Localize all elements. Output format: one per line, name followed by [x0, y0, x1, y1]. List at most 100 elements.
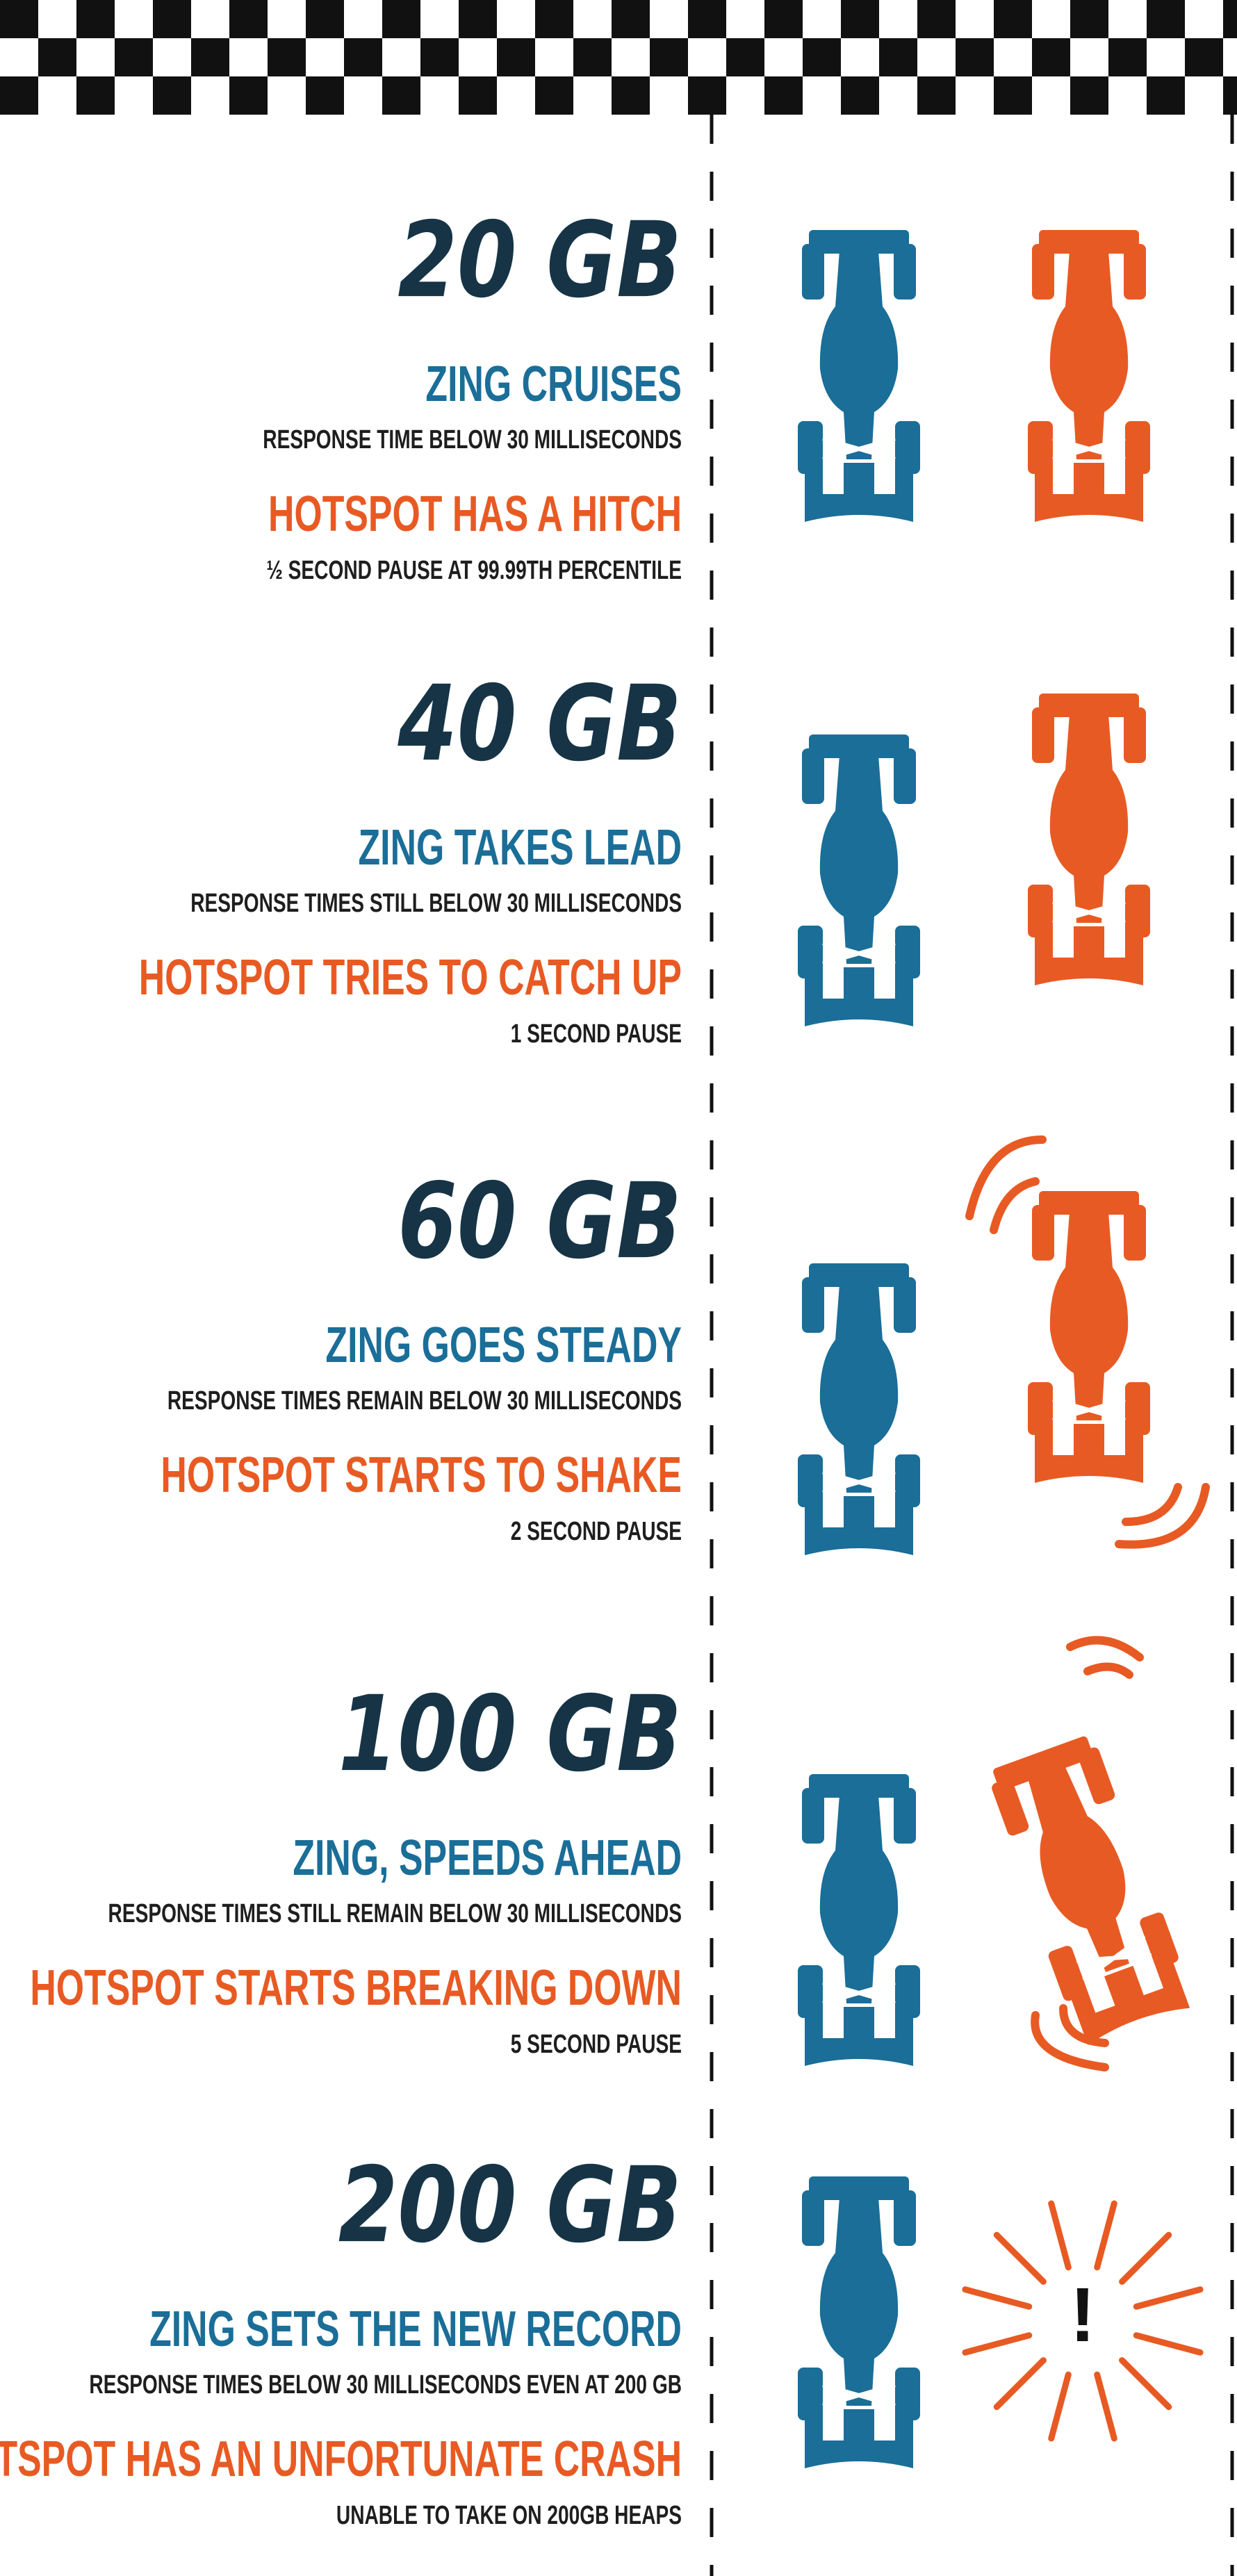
crash-ray [965, 2336, 1029, 2353]
checker-square [306, 0, 344, 38]
checker-square [38, 38, 76, 76]
checker-square [344, 38, 382, 76]
race-car [798, 1774, 920, 2066]
checker-square [841, 0, 879, 38]
race-car [1028, 1191, 1150, 1483]
checker-square [726, 38, 764, 76]
checker-square [1070, 76, 1108, 115]
checker-square [688, 76, 726, 115]
race-car [1028, 694, 1150, 985]
race-car [981, 1732, 1196, 2048]
checker-square [229, 0, 268, 38]
checker-square [115, 38, 153, 76]
checker-square [306, 76, 344, 115]
checker-square [191, 38, 229, 76]
zing-title: ZING SETS THE NEW RECORD [149, 2302, 682, 2357]
checker-square [1108, 38, 1147, 76]
crash-ray [1122, 2235, 1169, 2281]
checker-square [535, 76, 573, 115]
size-label: 200 GB [338, 2145, 682, 2266]
zing-title: ZING, SPEEDS AHEAD [293, 1830, 682, 1886]
shake-arc [1126, 1487, 1178, 1522]
checker-square [382, 76, 420, 115]
cars: ! [798, 230, 1206, 2468]
checker-square [153, 76, 191, 115]
race-car [798, 230, 920, 522]
texts: 20 GB ZING CRUISES RESPONSE TIME BELOW 30 … [0, 200, 682, 2530]
crash-mark: ! [1070, 2272, 1096, 2358]
checker-square [1223, 76, 1237, 115]
checker-square [1185, 38, 1223, 76]
checker-square [612, 76, 650, 115]
hotspot-title: HOTSPOT TRIES TO CATCH UP [139, 950, 682, 1006]
checker-square [153, 0, 191, 38]
size-label: 40 GB [397, 664, 682, 785]
checker-square [535, 0, 573, 38]
checker-square [764, 76, 803, 115]
checkered-flag [0, 0, 1237, 115]
checker-square [229, 76, 268, 115]
checker-square [764, 0, 803, 38]
race-car [1028, 230, 1150, 522]
hotspot-title: HOTSPOT HAS AN UNFORTUNATE CRASH [0, 2431, 682, 2487]
checker-square [994, 76, 1032, 115]
crash-ray [1051, 2204, 1069, 2267]
size-label: 100 GB [338, 1674, 682, 1795]
checker-square [76, 0, 115, 38]
shake-arc [1088, 1667, 1129, 1675]
checker-square [917, 0, 956, 38]
lane-lines [712, 115, 1232, 2576]
checker-square [1147, 76, 1185, 115]
crash-ray [1097, 2204, 1115, 2267]
checker-square [268, 38, 306, 76]
crash-ray [965, 2290, 1029, 2307]
checker-square [0, 76, 38, 115]
checker-square [497, 38, 535, 76]
checker-square [76, 76, 115, 115]
hotspot-detail: 5 SECOND PAUSE [511, 2030, 682, 2059]
zing-detail: RESPONSE TIMES BELOW 30 MILLISECONDS EVE… [89, 2370, 682, 2399]
checker-square [1032, 38, 1070, 76]
hotspot-title: HOTSPOT STARTS BREAKING DOWN [30, 1960, 682, 2016]
checker-square [459, 0, 497, 38]
zing-detail: RESPONSE TIMES REMAIN BELOW 30 MILLISECO… [167, 1386, 682, 1416]
hotspot-detail: ½ SECOND PAUSE AT 99.99TH PERCENTILE [266, 556, 682, 585]
infographic: ! 20 GB ZING CRUISES RESPONSE TIME BELOW 3… [0, 0, 1237, 2576]
checker-square [688, 0, 726, 38]
zing-title: ZING CRUISES [425, 356, 682, 412]
race-car [798, 735, 920, 1026]
zing-detail: RESPONSE TIME BELOW 30 MILLISECONDS [263, 425, 682, 454]
checker-square [1223, 0, 1237, 38]
checker-square [956, 38, 994, 76]
crash-ray [997, 2361, 1043, 2407]
crash-ray [997, 2235, 1043, 2281]
hotspot-detail: 1 SECOND PAUSE [511, 1019, 682, 1049]
crash-ray [1097, 2374, 1115, 2438]
page: {"sections": [ {"size": "20 GB", "zing":… [0, 0, 1237, 2576]
hotspot-detail: UNABLE TO TAKE ON 200GB HEAPS [336, 2501, 682, 2530]
crash-ray [1136, 2290, 1200, 2307]
crash-ray [1136, 2336, 1200, 2353]
crash-ray [1051, 2374, 1069, 2438]
zing-title: ZING GOES STEADY [325, 1318, 682, 1373]
checker-square [803, 38, 841, 76]
size-label: 20 GB [398, 200, 682, 321]
checker-square [994, 0, 1032, 38]
checker-square [382, 0, 420, 38]
zing-title: ZING TAKES LEAD [359, 820, 682, 876]
race-car [798, 1263, 920, 1555]
checker-square [917, 76, 956, 115]
crash-ray [1122, 2361, 1169, 2407]
race-car [798, 2176, 920, 2468]
shake-arc [994, 1181, 1035, 1230]
checker-square [612, 0, 650, 38]
zing-detail: RESPONSE TIMES STILL BELOW 30 MILLISECON… [190, 889, 682, 918]
hotspot-title: HOTSPOT HAS A HITCH [268, 486, 682, 542]
checker-square [1147, 0, 1185, 38]
checker-square [841, 76, 879, 115]
hotspot-title: HOTSPOT STARTS TO SHAKE [161, 1447, 682, 1503]
checker-square [650, 38, 688, 76]
checker-square [459, 76, 497, 115]
size-label: 60 GB [398, 1161, 682, 1282]
zing-detail: RESPONSE TIMES STILL REMAIN BELOW 30 MIL… [108, 1899, 682, 1928]
